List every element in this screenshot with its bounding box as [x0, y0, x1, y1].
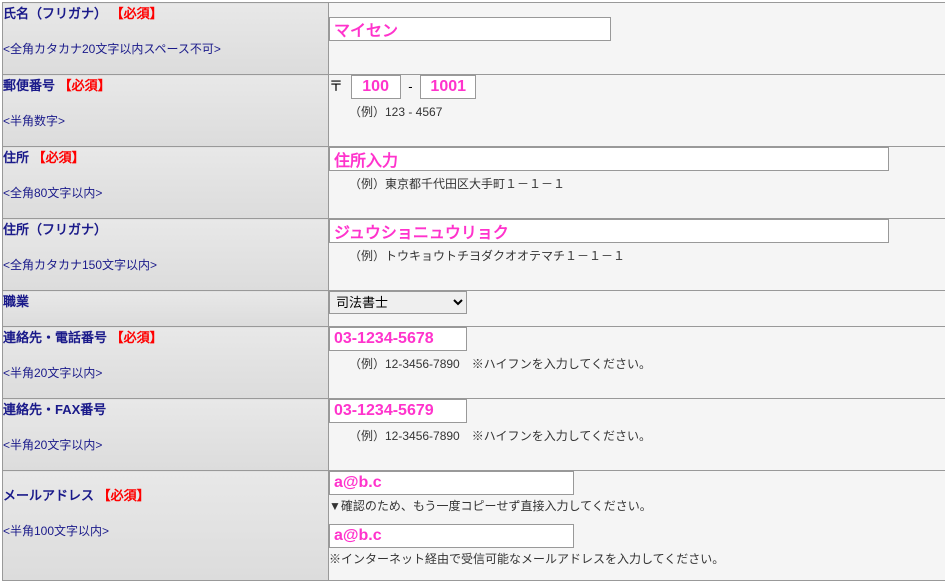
- row-name-furigana: 氏名（フリガナ） 【必須】 <全角カタカナ20文字以内スペース不可>: [3, 3, 945, 75]
- fax-example: （例）12-3456-7890 ※ハイフンを入力してください。: [349, 427, 945, 444]
- email-bottom-note: ※インターネット経由で受信可能なメールアドレスを入力してください。: [329, 550, 945, 567]
- field-label: 住所: [3, 150, 29, 165]
- email-input[interactable]: [329, 471, 574, 495]
- occupation-select[interactable]: 司法書士: [329, 291, 467, 314]
- postal-dash: -: [404, 79, 416, 94]
- address-input[interactable]: [329, 147, 889, 171]
- label-cell: 連絡先・電話番号 【必須】 <半角20文字以内>: [3, 327, 329, 399]
- field-label: メールアドレス: [3, 488, 94, 503]
- field-note: <全角80文字以内>: [3, 184, 328, 201]
- row-email: メールアドレス 【必須】 <半角100文字以内> ▼確認のため、もう一度コピーせ…: [3, 471, 945, 581]
- field-label: 職業: [3, 294, 29, 309]
- field-label: 連絡先・FAX番号: [3, 402, 106, 417]
- postal-example: （例）123 - 4567: [349, 103, 945, 120]
- field-note: <半角100文字以内>: [3, 522, 328, 539]
- field-label: 住所（フリガナ）: [3, 222, 107, 237]
- field-note: <全角カタカナ150文字以内>: [3, 256, 328, 273]
- field-label: 郵便番号: [3, 78, 55, 93]
- field-label: 連絡先・電話番号: [3, 330, 107, 345]
- row-phone: 連絡先・電話番号 【必須】 <半角20文字以内> （例）12-3456-7890…: [3, 327, 945, 399]
- value-cell: [329, 3, 945, 75]
- postal-input-1[interactable]: [351, 75, 401, 99]
- address-furigana-input[interactable]: [329, 219, 889, 243]
- value-cell: ▼確認のため、もう一度コピーせず直接入力してください。 ※インターネット経由で受…: [329, 471, 945, 581]
- value-cell: （例）トウキョウトチヨダクオオテマチ１－１－１: [329, 219, 945, 291]
- field-label: 氏名（フリガナ）: [3, 6, 107, 21]
- value-cell: 〒 - （例）123 - 4567: [329, 75, 945, 147]
- value-cell: （例）12-3456-7890 ※ハイフンを入力してください。: [329, 327, 945, 399]
- label-cell: 住所 【必須】 <全角80文字以内>: [3, 147, 329, 219]
- phone-example: （例）12-3456-7890 ※ハイフンを入力してください。: [349, 355, 945, 372]
- fax-input[interactable]: [329, 399, 467, 423]
- value-cell: （例）東京都千代田区大手町１－１－１: [329, 147, 945, 219]
- address-furigana-example: （例）トウキョウトチヨダクオオテマチ１－１－１: [349, 247, 945, 264]
- postal-input-2[interactable]: [420, 75, 476, 99]
- required-mark: 【必須】: [33, 150, 85, 165]
- label-cell: 職業: [3, 291, 329, 327]
- phone-input[interactable]: [329, 327, 467, 351]
- label-cell: 連絡先・FAX番号 <半角20文字以内>: [3, 399, 329, 471]
- row-postal: 郵便番号 【必須】 <半角数字> 〒 - （例）123 - 4567: [3, 75, 945, 147]
- label-cell: 住所（フリガナ） <全角カタカナ150文字以内>: [3, 219, 329, 291]
- field-note: <半角20文字以内>: [3, 436, 328, 453]
- name-furigana-input[interactable]: [329, 17, 611, 41]
- label-cell: メールアドレス 【必須】 <半角100文字以内>: [3, 471, 329, 581]
- row-address: 住所 【必須】 <全角80文字以内> （例）東京都千代田区大手町１－１－１: [3, 147, 945, 219]
- row-fax: 連絡先・FAX番号 <半角20文字以内> （例）12-3456-7890 ※ハイ…: [3, 399, 945, 471]
- required-mark: 【必須】: [98, 488, 150, 503]
- required-mark: 【必須】: [111, 6, 163, 21]
- row-occupation: 職業 司法書士: [3, 291, 945, 327]
- field-note: <半角20文字以内>: [3, 364, 328, 381]
- email-confirm-note: ▼確認のため、もう一度コピーせず直接入力してください。: [329, 497, 945, 514]
- registration-form-table: 氏名（フリガナ） 【必須】 <全角カタカナ20文字以内スペース不可> 郵便番号 …: [2, 2, 945, 581]
- field-note: <半角数字>: [3, 112, 328, 129]
- postal-prefix: 〒: [329, 78, 343, 94]
- required-mark: 【必須】: [59, 78, 111, 93]
- field-note: <全角カタカナ20文字以内スペース不可>: [3, 40, 328, 57]
- label-cell: 氏名（フリガナ） 【必須】 <全角カタカナ20文字以内スペース不可>: [3, 3, 329, 75]
- value-cell: （例）12-3456-7890 ※ハイフンを入力してください。: [329, 399, 945, 471]
- email-confirm-input[interactable]: [329, 524, 574, 548]
- required-mark: 【必須】: [111, 330, 163, 345]
- value-cell: 司法書士: [329, 291, 945, 327]
- address-example: （例）東京都千代田区大手町１－１－１: [349, 175, 945, 192]
- row-address-furigana: 住所（フリガナ） <全角カタカナ150文字以内> （例）トウキョウトチヨダクオオ…: [3, 219, 945, 291]
- label-cell: 郵便番号 【必須】 <半角数字>: [3, 75, 329, 147]
